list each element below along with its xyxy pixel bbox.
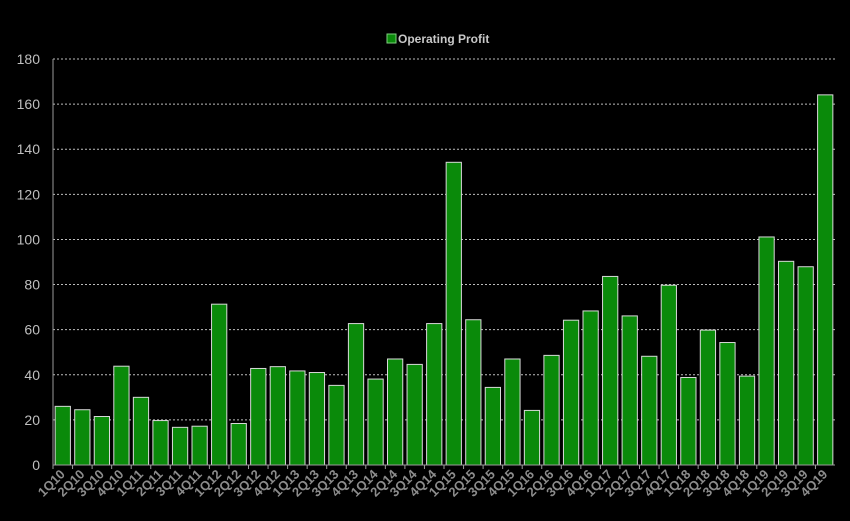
- bar-2Q16: [543, 354, 560, 466]
- bar-3Q19: [797, 266, 814, 466]
- bar-1Q11: [132, 396, 150, 466]
- gridlines: [53, 58, 835, 421]
- bar-1Q12: [211, 303, 228, 466]
- bar-2Q12: [230, 422, 247, 466]
- bar-3Q10: [93, 416, 110, 466]
- bar-1Q17: [602, 275, 619, 466]
- bar-2Q14: [387, 358, 404, 466]
- y-tick-label: 80: [24, 277, 40, 293]
- bar-3Q17: [641, 355, 658, 466]
- y-tick-label: 100: [17, 231, 41, 247]
- bar-1Q19: [758, 236, 775, 466]
- bar-2Q15: [465, 319, 482, 466]
- legend: Operating Profit: [386, 32, 489, 46]
- bar-4Q11: [191, 425, 208, 466]
- legend-label: Operating Profit: [398, 32, 489, 46]
- bar-1Q13: [289, 370, 306, 466]
- bar-2Q17: [621, 315, 638, 466]
- bar-3Q18: [719, 342, 736, 466]
- bar-4Q19: [817, 94, 834, 466]
- bar-1Q16: [523, 409, 541, 466]
- bar-1Q18: [680, 376, 697, 466]
- bar-2Q19: [778, 260, 795, 466]
- bar-3Q14: [406, 363, 423, 466]
- bar-4Q15: [504, 358, 521, 466]
- y-tick-label: 20: [24, 412, 40, 428]
- y-tick-label: 0: [32, 457, 40, 473]
- y-axis: 0 20 40 60 80 100 120 140 160 180: [17, 51, 54, 473]
- bar-3Q13: [328, 384, 345, 466]
- bar-3Q12: [250, 367, 267, 466]
- y-tick-label: 180: [17, 51, 41, 67]
- bars: [54, 94, 834, 466]
- bar-1Q10: [54, 405, 71, 466]
- legend-swatch: [386, 33, 397, 44]
- y-tick-label: 140: [17, 141, 41, 157]
- y-tick-label: 120: [17, 186, 41, 202]
- bar-4Q12: [269, 366, 286, 466]
- bar-4Q16: [582, 310, 599, 466]
- y-tick-label: 160: [17, 96, 41, 112]
- bar-4Q17: [660, 284, 677, 466]
- bar-2Q11: [152, 420, 169, 466]
- y-tick-label: 40: [24, 367, 40, 383]
- bar-2Q13: [308, 372, 326, 466]
- bar-3Q15: [484, 386, 501, 466]
- bar-1Q14: [367, 378, 384, 466]
- bar-3Q11: [171, 426, 189, 466]
- bar-4Q14: [426, 323, 443, 466]
- bar-4Q13: [347, 323, 365, 466]
- bar-3Q16: [562, 319, 580, 466]
- bar-2Q10: [74, 409, 91, 466]
- bar-1Q15: [445, 161, 462, 466]
- x-axis: 1Q102Q103Q104Q101Q112Q113Q114Q111Q122Q12…: [35, 464, 835, 500]
- bar-4Q10: [113, 365, 130, 466]
- bar-4Q18: [738, 375, 756, 466]
- y-tick-label: 60: [24, 322, 40, 338]
- bar-2Q18: [699, 329, 717, 466]
